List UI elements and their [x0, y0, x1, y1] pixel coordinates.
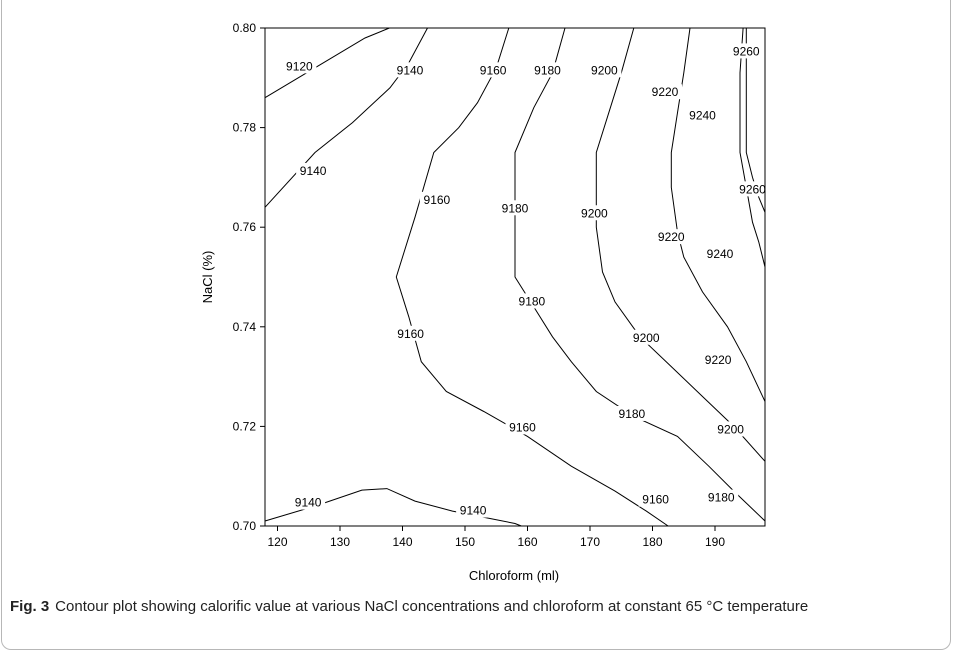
plot-area-frame	[264, 27, 766, 527]
contour-label-9200: 9200	[581, 206, 608, 220]
x-tick-label: 150	[455, 535, 475, 549]
contour-line-9180	[514, 27, 766, 522]
contour-label-gap	[654, 229, 689, 245]
contour-label-9160: 9160	[480, 63, 507, 77]
x-axis: 120 130 140 150 160 170 180 190	[267, 526, 725, 549]
contour-label-9160: 9160	[509, 420, 536, 434]
x-tick-label: 190	[705, 535, 725, 549]
contour-label-gap	[614, 405, 649, 421]
y-tick-label: 0.72	[233, 419, 257, 433]
contour-label-9200: 9200	[633, 331, 660, 345]
contour-label-gap	[729, 43, 764, 59]
contour-line-9140	[264, 27, 428, 208]
contour-label-gap	[419, 191, 454, 207]
x-tick-label: 160	[517, 535, 537, 549]
y-axis-title: NaCl (%)	[200, 251, 215, 304]
contour-line-9140	[264, 488, 522, 527]
contour-label-gap	[530, 62, 565, 78]
contour-label-gap	[514, 293, 549, 309]
contour-label-9220: 9220	[658, 230, 685, 244]
contour-label-gap	[291, 494, 326, 510]
x-tick-label: 180	[642, 535, 662, 549]
contour-label-gap	[393, 325, 428, 341]
y-tick-label: 0.76	[233, 220, 257, 234]
contour-line-9160	[395, 27, 669, 527]
contour-label-9120: 9120	[286, 59, 313, 73]
contour-label-9180: 9180	[502, 201, 529, 215]
contour-label-9240: 9240	[689, 109, 716, 123]
contour-label-9200: 9200	[591, 63, 618, 77]
contour-line-9200	[595, 27, 766, 462]
contour-label-9180: 9180	[708, 491, 735, 505]
contour-labels: 9120 9140 9140 9140 9140 9160 9160 9160 9160 9160…	[282, 43, 770, 518]
contour-label-9160: 9160	[397, 327, 424, 341]
contour-label-9140: 9140	[460, 504, 487, 518]
contour-label-gap	[703, 246, 737, 262]
contour-label-9160: 9160	[642, 493, 669, 507]
y-axis: 0.70 0.72 0.74 0.76 0.78 0.80	[233, 21, 265, 533]
contour-label-gap	[505, 419, 540, 435]
contour-label-9140: 9140	[300, 164, 327, 178]
contour-label-9220: 9220	[652, 85, 679, 99]
contour-label-9200: 9200	[717, 422, 744, 436]
contour-label-9260: 9260	[733, 44, 760, 58]
contour-label-gap	[393, 62, 427, 78]
x-tick-label: 120	[267, 535, 287, 549]
contour-label-9260: 9260	[739, 182, 766, 196]
y-tick-label: 0.70	[233, 519, 257, 533]
contour-label-gap	[498, 200, 532, 216]
contour-line-9120	[264, 27, 390, 99]
contour-label-gap	[638, 491, 673, 507]
contour-label-9220: 9220	[705, 353, 732, 367]
contour-label-9240: 9240	[707, 247, 734, 261]
x-tick-label: 140	[392, 535, 412, 549]
y-tick-label: 0.74	[233, 320, 257, 334]
contour-label-gap	[476, 62, 511, 78]
contour-label-gap	[701, 352, 736, 368]
contour-label-gap	[587, 62, 622, 78]
contour-label-gap	[577, 205, 612, 221]
contour-label-gap	[685, 107, 720, 123]
contour-label-gap	[735, 181, 770, 197]
figure-label: Fig. 3	[10, 598, 50, 615]
contour-label-gap	[648, 84, 682, 100]
contour-label-9180: 9180	[534, 63, 561, 77]
contour-label-gap	[456, 502, 491, 518]
contour-line-9240	[739, 27, 766, 268]
contour-label-gap	[629, 329, 664, 345]
contour-label-9180: 9180	[619, 407, 646, 421]
y-tick-label: 0.80	[233, 21, 257, 35]
x-axis-title: Chloroform (ml)	[469, 568, 559, 583]
contour-label-9180: 9180	[519, 294, 546, 308]
figure-caption: Fig. 3 Contour plot showing calorific val…	[10, 596, 940, 617]
x-tick-label: 170	[580, 535, 600, 549]
x-tick-label: 130	[330, 535, 350, 549]
y-tick-label: 0.78	[233, 121, 257, 135]
contour-label-9160: 9160	[424, 193, 451, 207]
contour-label-gap	[704, 489, 739, 505]
contour-label-gap	[282, 58, 317, 74]
contour-line-9260	[745, 28, 766, 213]
caption-text: Contour plot showing calorific value at …	[55, 598, 809, 615]
contour-label-gap	[713, 421, 748, 437]
contour-label-9140: 9140	[295, 496, 322, 510]
contour-label-9140: 9140	[397, 63, 424, 77]
contour-label-gap	[296, 162, 331, 178]
contour-lines	[264, 27, 766, 527]
